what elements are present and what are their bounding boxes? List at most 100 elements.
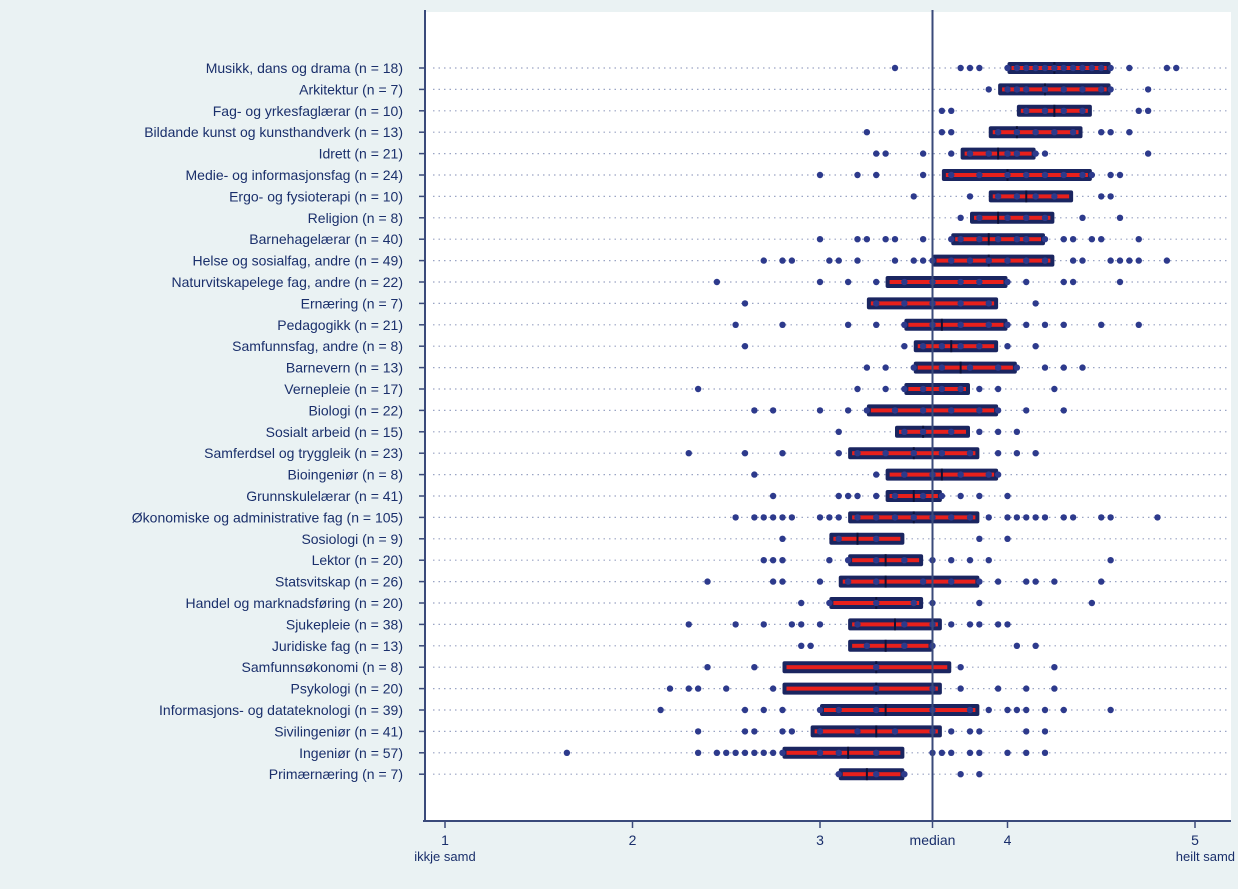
- category-label: Sosialt arbeid (n = 15): [266, 424, 403, 440]
- data-point: [844, 321, 852, 328]
- data-point: [1069, 278, 1077, 286]
- data-point: [1107, 64, 1114, 72]
- data-point: [994, 471, 1002, 478]
- data-point: [948, 557, 955, 564]
- data-point: [835, 257, 842, 264]
- data-point: [985, 471, 992, 478]
- box-inner-band: [786, 665, 948, 670]
- data-point: [1107, 129, 1114, 136]
- data-point: [873, 599, 880, 607]
- data-point: [948, 107, 955, 115]
- data-point: [854, 257, 861, 264]
- data-point: [938, 492, 946, 500]
- data-point: [966, 257, 974, 264]
- data-point: [769, 578, 777, 585]
- data-point: [994, 129, 1002, 136]
- data-point: [1013, 193, 1021, 200]
- data-point: [1107, 557, 1114, 564]
- data-point: [957, 343, 964, 350]
- data-point: [1135, 257, 1142, 264]
- data-point: [1051, 64, 1058, 72]
- data-point: [760, 706, 767, 714]
- data-point: [1069, 514, 1077, 521]
- data-point: [966, 621, 974, 628]
- data-point: [901, 771, 908, 778]
- x-low-end-label: ikkje samd: [414, 849, 475, 864]
- data-point: [985, 86, 992, 93]
- data-point: [1069, 236, 1077, 243]
- data-point: [957, 685, 964, 692]
- data-point: [835, 428, 842, 435]
- data-point: [816, 278, 824, 286]
- data-point: [919, 257, 927, 264]
- data-point: [966, 728, 974, 735]
- data-point: [835, 771, 842, 778]
- data-point: [919, 343, 927, 350]
- x-tick-label: 4: [1004, 832, 1012, 848]
- data-point: [854, 728, 861, 735]
- data-point: [1144, 107, 1152, 115]
- category-label: Pedagogikk (n = 21): [277, 317, 403, 333]
- data-point: [938, 364, 946, 371]
- data-point: [1060, 706, 1067, 714]
- data-point: [994, 364, 1002, 371]
- data-point: [966, 450, 974, 457]
- data-point: [994, 685, 1002, 692]
- category-label: Biologi (n = 22): [308, 402, 403, 418]
- data-point: [779, 535, 786, 542]
- data-point: [873, 535, 880, 542]
- data-point: [1041, 150, 1049, 157]
- data-point: [816, 728, 824, 735]
- data-point: [816, 171, 824, 179]
- data-point: [1023, 407, 1030, 414]
- data-point: [957, 664, 964, 671]
- data-point: [816, 407, 824, 414]
- data-point: [1098, 236, 1105, 243]
- data-point: [948, 728, 955, 735]
- data-point: [976, 407, 983, 414]
- data-point: [919, 428, 927, 435]
- data-point: [1041, 214, 1049, 221]
- data-point: [994, 236, 1002, 243]
- data-point: [1013, 706, 1021, 714]
- data-point: [816, 706, 824, 714]
- data-point: [948, 514, 955, 521]
- data-point: [751, 471, 758, 478]
- category-label: Vernepleie (n = 17): [284, 381, 403, 397]
- category-label: Barnehagelærar (n = 40): [249, 231, 403, 247]
- data-point: [1126, 129, 1133, 136]
- data-point: [854, 385, 861, 393]
- data-point: [694, 685, 702, 692]
- data-point: [948, 236, 955, 243]
- data-point: [1041, 749, 1049, 756]
- data-point: [976, 171, 983, 179]
- data-point: [910, 257, 917, 264]
- data-point: [966, 150, 974, 157]
- data-point: [835, 535, 842, 542]
- data-point: [976, 599, 983, 607]
- data-point: [948, 621, 955, 628]
- data-point: [873, 578, 880, 585]
- data-point: [1144, 150, 1152, 157]
- data-point: [732, 514, 739, 521]
- data-point: [1041, 236, 1049, 243]
- data-point: [751, 749, 758, 756]
- data-point: [732, 321, 739, 328]
- data-point: [966, 364, 974, 371]
- data-point: [1041, 364, 1049, 371]
- data-point: [976, 621, 983, 628]
- data-point: [1051, 385, 1058, 393]
- data-point: [1060, 321, 1067, 328]
- category-label: Fag- og yrkesfaglærar (n = 10): [213, 103, 403, 119]
- data-point: [910, 514, 917, 521]
- data-point: [1023, 578, 1030, 585]
- data-point: [957, 321, 964, 328]
- category-label: Musikk, dans og drama (n = 18): [206, 60, 403, 76]
- data-point: [873, 771, 880, 778]
- data-point: [957, 471, 964, 478]
- data-point: [910, 364, 917, 371]
- data-point: [1032, 193, 1039, 200]
- data-point: [1079, 214, 1086, 221]
- data-point: [844, 492, 852, 500]
- data-point: [1144, 86, 1152, 93]
